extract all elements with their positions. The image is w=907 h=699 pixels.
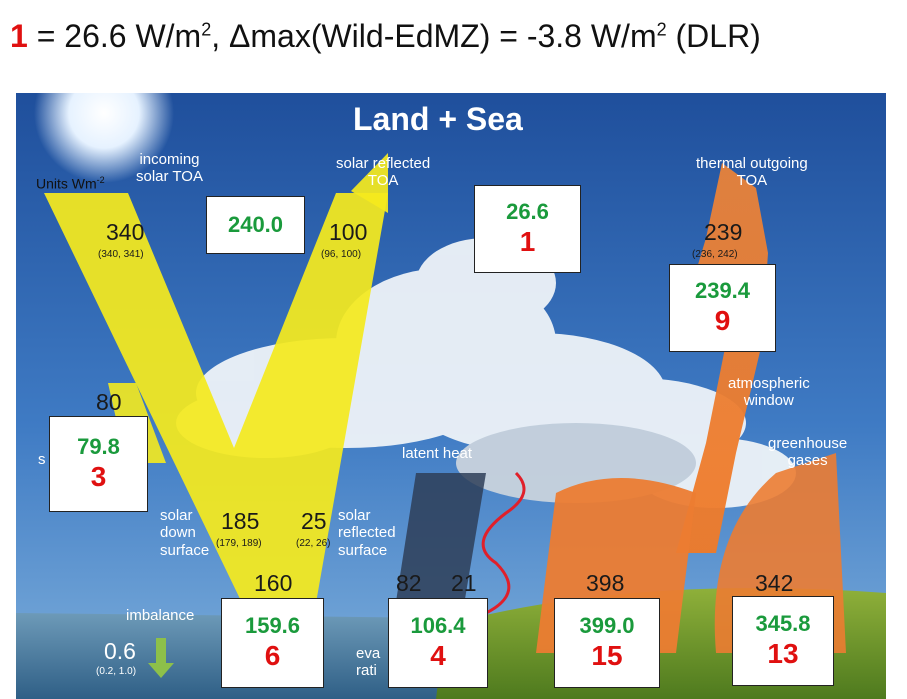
value-100: 100 (329, 219, 368, 245)
value-160: 160 (254, 570, 293, 596)
value-0-6: 0.6 (104, 638, 136, 664)
box-index: 13 (767, 638, 799, 670)
box-index: 9 (714, 305, 731, 337)
value-21: 21 (451, 570, 477, 596)
value-398: 398 (586, 570, 625, 596)
header-text-c: (DLR) (666, 18, 761, 54)
box-value: 159.6 (244, 613, 301, 638)
label-thermal-outgoing: thermal outgoing TOA (696, 155, 808, 190)
box-index: 3 (90, 461, 107, 493)
value-box-240: 240.0 (206, 196, 305, 254)
value-box-399: 399.0 15 (554, 598, 660, 688)
label-solar-reflected-surface: solar reflected surface (338, 507, 396, 559)
value-82: 82 (396, 570, 422, 596)
value-185-range: (179, 189) (216, 538, 262, 549)
page-title: 1 = 26.6 W/m2, Δmax(Wild-EdMZ) = -3.8 W/… (10, 18, 761, 55)
box-index: 4 (430, 640, 446, 672)
sensible-heat-spiral (481, 471, 526, 615)
label-evap-fragment: eva rati (356, 645, 381, 680)
box-value: 240.0 (227, 211, 284, 237)
header-number: 1 (10, 18, 28, 54)
value-239-range: (236, 242) (692, 249, 738, 260)
imbalance-arrowhead-icon (148, 663, 174, 678)
value-box-239-4: 239.4 9 (669, 264, 776, 352)
header-sup-b: 2 (656, 19, 667, 40)
value-342: 342 (755, 570, 794, 596)
thermal-outgoing-arrow (676, 163, 768, 553)
solar-incoming-arrow (44, 193, 388, 603)
box-value: 79.8 (77, 434, 120, 459)
value-0-6-range: (0.2, 1.0) (96, 666, 137, 677)
header-text-a: = 26.6 W/m (27, 18, 202, 54)
label-latent-heat: latent heat (402, 445, 473, 462)
label-solar-down: solar down surface (160, 507, 210, 559)
solar-reflected-arrowhead (351, 153, 388, 213)
value-box-106-4: 106.4 4 (388, 598, 488, 688)
header-text-b: , Δmax(Wild-EdMZ) = -3.8 W/m (211, 18, 657, 54)
box-index: 15 (591, 640, 623, 672)
imbalance-arrow-icon (156, 638, 166, 663)
value-239: 239 (704, 219, 743, 245)
value-box-345-8: 345.8 13 (732, 596, 834, 686)
box-value: 345.8 (755, 611, 811, 636)
sun-icon (34, 93, 174, 183)
box-index: 1 (519, 226, 536, 258)
value-185: 185 (221, 508, 260, 534)
box-value: 399.0 (579, 613, 635, 638)
value-25: 25 (301, 508, 327, 534)
label-incoming: incoming solar TOA (136, 151, 203, 186)
label-atmospheric-window: atmospheric window (728, 375, 810, 410)
value-25-range: (22, 26) (296, 538, 331, 549)
diagram-artwork (16, 93, 886, 699)
value-80: 80 (96, 389, 122, 415)
label-solar-reflected-toa: solar reflected TOA (336, 155, 431, 190)
label-units: Units Wm-2 (36, 175, 105, 192)
label-greenhouse-gases: greenhouse gases (768, 435, 848, 470)
diagram-title: Land + Sea (353, 101, 523, 137)
value-340: 340 (106, 219, 145, 245)
label-imbalance: imbalance (126, 607, 195, 624)
box-value: 239.4 (694, 278, 751, 303)
value-box-159-6: 159.6 6 (221, 598, 324, 688)
value-box-79-8: 79.8 3 (49, 416, 148, 512)
box-value: 26.6 (506, 199, 549, 224)
value-100-range: (96, 100) (321, 249, 362, 260)
box-index: 6 (264, 640, 281, 672)
label-s-fragment: s (38, 451, 46, 468)
energy-budget-diagram: Land + Sea incoming solar TOA solar refl… (16, 93, 886, 699)
box-value: 106.4 (410, 613, 466, 638)
value-box-26-6: 26.6 1 (474, 185, 581, 273)
header-sup-a: 2 (201, 19, 212, 40)
value-340-range: (340, 341) (98, 249, 144, 260)
